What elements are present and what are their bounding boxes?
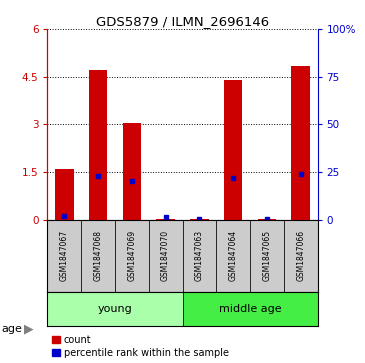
Bar xyxy=(47,292,182,326)
Bar xyxy=(123,123,141,220)
Bar xyxy=(284,220,318,292)
Text: age: age xyxy=(2,323,23,334)
Bar xyxy=(216,220,250,292)
Legend: count, percentile rank within the sample: count, percentile rank within the sample xyxy=(52,335,229,358)
Text: GSM1847066: GSM1847066 xyxy=(296,231,305,281)
Bar xyxy=(224,80,242,220)
Text: GSM1847064: GSM1847064 xyxy=(228,231,238,281)
Bar xyxy=(89,70,107,220)
Bar xyxy=(250,220,284,292)
Bar xyxy=(115,220,149,292)
Text: GSM1847063: GSM1847063 xyxy=(195,231,204,281)
Bar xyxy=(149,220,182,292)
Bar xyxy=(81,220,115,292)
Text: GSM1847065: GSM1847065 xyxy=(262,231,272,281)
Bar xyxy=(182,220,216,292)
Text: GSM1847068: GSM1847068 xyxy=(93,231,103,281)
Text: GSM1847070: GSM1847070 xyxy=(161,231,170,281)
Bar xyxy=(47,220,81,292)
Text: GSM1847069: GSM1847069 xyxy=(127,231,137,281)
Title: GDS5879 / ILMN_2696146: GDS5879 / ILMN_2696146 xyxy=(96,15,269,28)
Text: young: young xyxy=(97,304,132,314)
Bar xyxy=(156,219,175,220)
Text: GSM1847067: GSM1847067 xyxy=(60,231,69,281)
Text: ▶: ▶ xyxy=(24,322,33,335)
Text: middle age: middle age xyxy=(219,304,281,314)
Bar xyxy=(291,66,310,220)
Bar xyxy=(55,169,74,220)
Bar xyxy=(182,292,318,326)
